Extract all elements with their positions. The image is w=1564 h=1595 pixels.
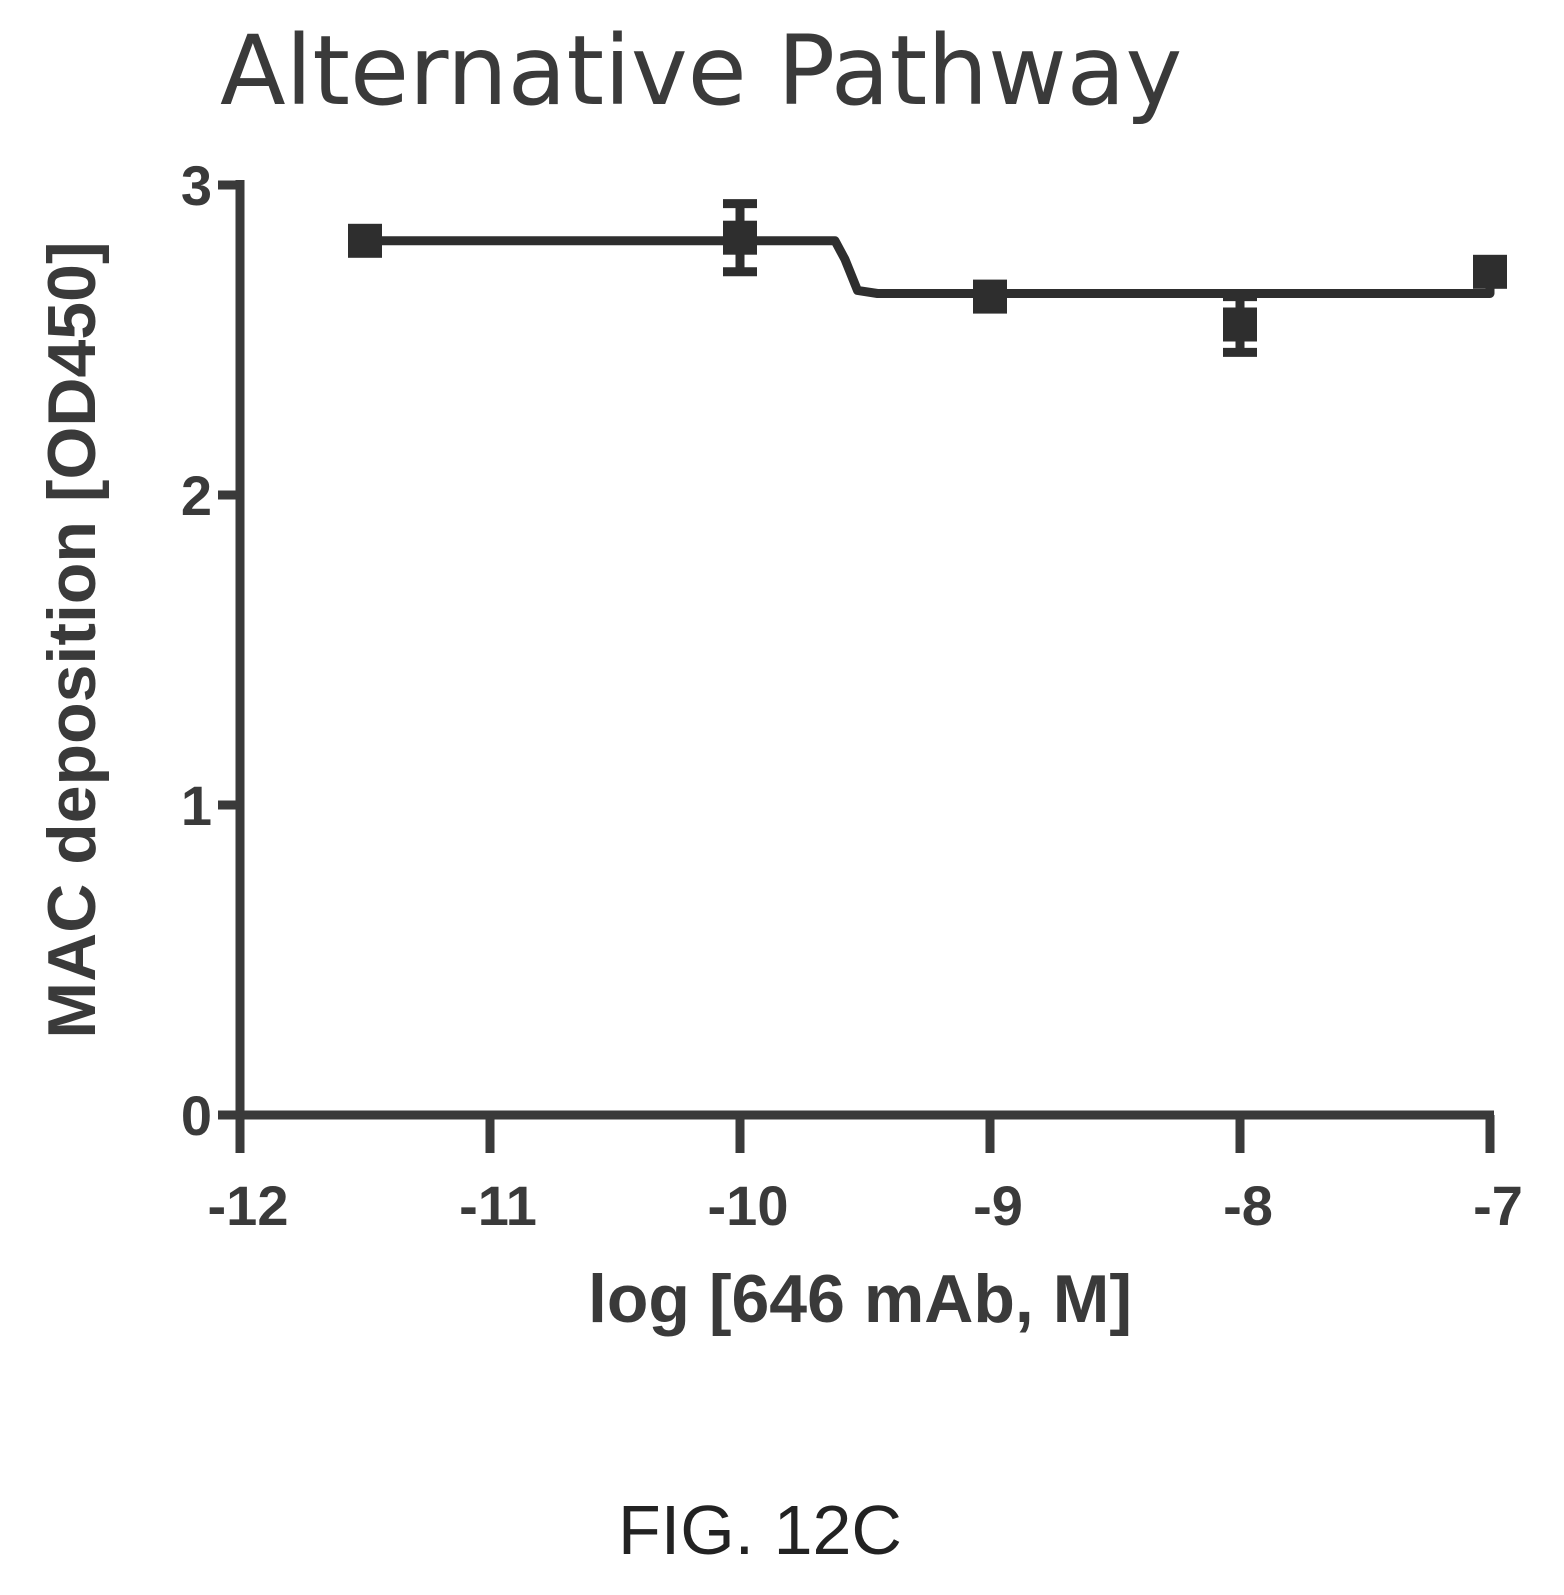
x-tick-label: -10 xyxy=(708,1174,789,1237)
square-marker xyxy=(1223,307,1257,342)
x-tick-label: -9 xyxy=(973,1174,1023,1237)
y-axis-label: MAC deposition [OD450] xyxy=(34,241,110,1038)
square-marker xyxy=(723,220,757,255)
y-tick-label: 2 xyxy=(181,464,212,527)
y-tick-label: 3 xyxy=(181,154,212,217)
data-point xyxy=(348,223,382,258)
square-marker xyxy=(348,223,382,258)
figure-caption: FIG. 12C xyxy=(618,1491,902,1569)
chart-title: Alternative Pathway xyxy=(220,15,1182,127)
fit-curve-layer xyxy=(365,236,1495,298)
square-marker xyxy=(1473,254,1507,289)
data-marks xyxy=(348,199,1507,357)
data-point xyxy=(1223,292,1257,357)
x-tick-label: -7 xyxy=(1473,1174,1523,1237)
x-axis-label: log [646 mAb, M] xyxy=(588,1261,1132,1337)
x-tick-label: -11 xyxy=(459,1174,537,1237)
x-tick-label: -12 xyxy=(208,1174,289,1237)
y-tick-label: 0 xyxy=(181,1084,212,1147)
x-tick-label: -8 xyxy=(1223,1174,1273,1237)
data-point xyxy=(1473,254,1507,289)
data-point xyxy=(723,199,757,277)
y-tick-label: 1 xyxy=(181,774,212,837)
axes: -12 -11 -10 -9 -8 -7 0 1 2 3 xyxy=(181,154,1523,1237)
square-marker xyxy=(973,279,1007,314)
fit-curve xyxy=(365,236,1495,298)
data-point xyxy=(973,279,1007,314)
